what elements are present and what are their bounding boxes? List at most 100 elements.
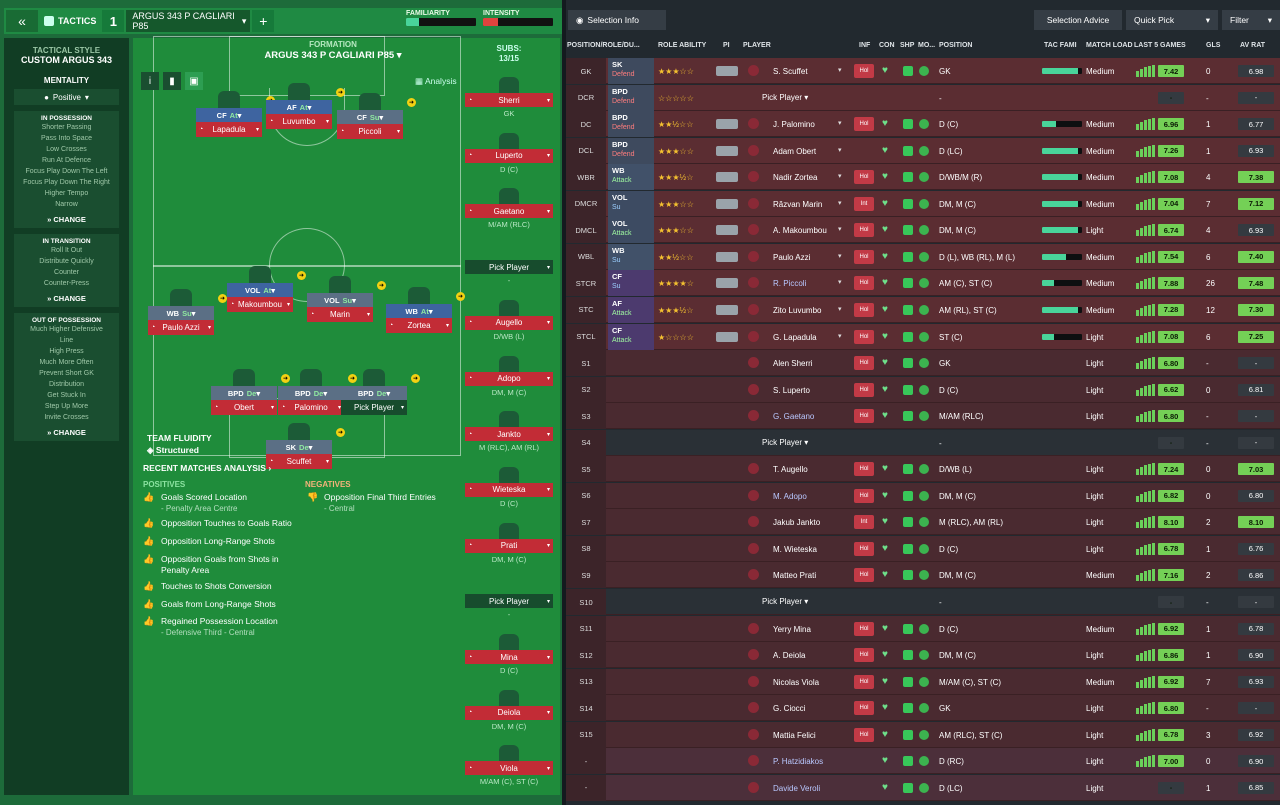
tactic-slot[interactable]: 1 <box>102 10 125 32</box>
player-instructions-icon[interactable] <box>716 331 738 342</box>
player-role[interactable]: BPD De ▾ <box>278 386 344 400</box>
sub-slot[interactable]: ◔ Gaetano ▾ M/AM (RLC) <box>465 188 553 229</box>
sub-slot[interactable]: ◔ Sherri ▾ GK <box>465 77 553 118</box>
player-name[interactable]: Răzvan Marin <box>773 199 823 209</box>
player-name-select[interactable]: ◔ Luvumbo ▾ <box>266 114 332 129</box>
recent-matches-analysis-link[interactable]: RECENT MATCHES ANALYSIS › <box>143 463 272 473</box>
role-select[interactable]: AF Attack <box>608 296 654 323</box>
role-select[interactable]: WB Attack <box>608 164 654 191</box>
player-name[interactable]: P. Hatzidiakos <box>773 757 824 767</box>
column-header[interactable]: CON <box>879 42 895 49</box>
player-name[interactable]: Yerry Mina <box>773 624 811 634</box>
pick-player-select[interactable]: Pick Player ▾ <box>762 93 852 102</box>
player-role[interactable]: CF At ▾ <box>196 108 262 122</box>
player-name-select[interactable]: ◔ Obert ▾ <box>211 400 277 415</box>
player-card[interactable]: AF At ▾ ◔ Luvumbo ▾ ➜ <box>266 83 345 129</box>
sub-name-select[interactable]: ◔ Gaetano ▾ <box>465 204 553 219</box>
sub-name-select[interactable]: ◔ Viola ▾ <box>465 761 553 776</box>
sub-name-select[interactable]: ◔ Deiola ▾ <box>465 705 553 720</box>
column-header[interactable]: SHP <box>900 42 915 49</box>
selection-advice-button[interactable]: Selection Advice <box>1034 10 1122 30</box>
player-name[interactable]: M. Adopo <box>773 491 807 501</box>
player-instructions-icon[interactable] <box>716 66 738 76</box>
player-name[interactable]: Matteo Prati <box>773 571 817 581</box>
player-name-select[interactable]: ◔ Piccoli ▾ <box>337 124 403 139</box>
positive-item[interactable]: Opposition Goals from Shots in Penalty Ar… <box>161 554 279 576</box>
in-possession-change-button[interactable]: » CHANGE <box>47 215 86 224</box>
table-row[interactable]: S12 A. Deiola Hol ♥ DM, M (C) Light 6.86 1 6.90 <box>566 642 1280 669</box>
player-card[interactable]: BPD De ▾ ◔ Obert ▾ ➜ <box>211 369 290 415</box>
table-row[interactable]: WBL WB Su ★★½☆☆ Paulo Azzi ▾ Hol ♥ D (L), WB (RL… <box>566 243 1280 270</box>
sub-name-select[interactable]: ◔ Augello ▾ <box>465 315 553 330</box>
player-name[interactable]: Alen Sherri <box>773 359 813 369</box>
role-select[interactable]: BPD Defend <box>608 111 654 138</box>
column-header[interactable]: MATCH LOAD <box>1086 42 1133 49</box>
table-row[interactable]: - P. Hatzidiakos ♥ D (RC) Light 7.00 0 6.90 <box>566 748 1280 775</box>
column-header[interactable]: LAST 5 GAMES <box>1134 42 1186 49</box>
table-row[interactable]: DCL BPD Defend ★★★☆☆ Adam Obert ▾ ♥ D (LC) Mediu… <box>566 137 1280 164</box>
player-role[interactable]: VOL At ▾ <box>227 283 293 297</box>
player-name[interactable]: R. Piccoli <box>773 279 807 289</box>
player-instructions-icon[interactable] <box>716 251 738 262</box>
positive-item[interactable]: Opposition Touches to Goals Ratio <box>161 518 292 529</box>
player-name-select[interactable]: Pick Player ▾ <box>341 400 407 415</box>
sub-slot[interactable]: ◔ Augello ▾ D/WB (L) <box>465 299 553 341</box>
table-row[interactable]: S6 M. Adopo Hol ♥ DM, M (C) Light 6.82 0 6.80 <box>566 482 1280 509</box>
player-instructions-icon[interactable] <box>716 278 738 289</box>
tactical-style-name[interactable]: CUSTOM ARGUS 343 <box>4 55 129 66</box>
player-instructions-icon[interactable] <box>716 304 738 315</box>
table-row[interactable]: S7 Jakub Jankto Int ♥ M (RLC), AM (RL) Light 8… <box>566 509 1280 536</box>
sub-name-select[interactable]: ◔ Mina ▾ <box>465 650 553 664</box>
player-role[interactable]: BPD De ▾ <box>211 386 277 400</box>
player-name[interactable]: Zito Luvumbo <box>773 305 822 315</box>
player-name[interactable]: Jakub Jankto <box>773 518 821 528</box>
column-header[interactable]: POSITION <box>939 42 973 49</box>
pick-player-select[interactable]: Pick Player ▾ <box>762 597 852 606</box>
player-role[interactable]: SK De ▾ <box>266 440 332 454</box>
player-instructions-icon[interactable] <box>716 145 738 156</box>
table-row[interactable]: STCR CF Su ★★★★☆ R. Piccoli ▾ Hol ♥ AM (C), ST (… <box>566 270 1280 297</box>
role-select[interactable]: VOL Su <box>608 190 654 217</box>
bar-chart-icon[interactable]: ▮ <box>163 72 181 90</box>
table-row[interactable]: S4 Pick Player ▾ - - - - <box>566 429 1280 456</box>
column-header[interactable]: MO... <box>918 42 936 49</box>
player-name[interactable]: G. Gaetano <box>773 412 815 422</box>
sub-slot[interactable]: ◔ Prati ▾ DM, M (C) <box>465 522 553 564</box>
sub-slot[interactable]: Pick Player ▾ - <box>465 260 553 285</box>
role-select[interactable]: SK Defend <box>608 58 654 84</box>
player-name-select[interactable]: ◔ Makoumbou ▾ <box>227 297 293 312</box>
player-instructions-icon[interactable] <box>716 119 738 130</box>
table-row[interactable]: DCR BPD Defend ☆☆☆☆☆ Pick Player ▾ - - - - <box>566 84 1280 111</box>
table-row[interactable]: S14 G. Ciocci Hol ♥ GK Light 6.80 - - <box>566 695 1280 722</box>
table-row[interactable]: STC AF Attack ★★★½☆ Zito Luvumbo ▾ Hol ♥ AM (RL)… <box>566 296 1280 323</box>
sub-name-select[interactable]: ◔ Jankto ▾ <box>465 427 553 442</box>
sub-slot[interactable]: Pick Player ▾ - <box>465 594 553 619</box>
table-row[interactable]: S15 Mattia Felici Hol ♥ AM (RLC), ST (C) Ligh… <box>566 721 1280 748</box>
role-select[interactable]: VOL Attack <box>608 217 654 244</box>
table-row[interactable]: - Davide Veroli ♥ D (LC) Light - 1 6.85 <box>566 774 1280 801</box>
player-name[interactable]: Davide Veroli <box>773 783 821 793</box>
sub-name-select[interactable]: ◔ Luperto ▾ <box>465 148 553 163</box>
positive-item[interactable]: Opposition Long-Range Shots <box>161 536 275 547</box>
player-name-select[interactable]: ◔ Lapadula ▾ <box>196 122 262 137</box>
positive-item[interactable]: Regained Possession Location - Defensive … <box>161 616 278 638</box>
table-row[interactable]: S1 Alen Sherri Hol ♥ GK Light 6.80 - - <box>566 350 1280 377</box>
selection-info-button[interactable]: ◉ Selection Info <box>568 10 666 30</box>
positive-item[interactable]: Goals from Long-Range Shots <box>161 599 276 610</box>
table-row[interactable]: DMCR VOL Su ★★★☆☆ Răzvan Marin ▾ Int ♥ DM, M (C)… <box>566 190 1280 217</box>
player-name[interactable]: G. Ciocci <box>773 704 806 714</box>
player-card[interactable]: WB At ▾ ◔ Zortea ▾ ➜ <box>386 287 465 333</box>
player-role[interactable]: CF Su ▾ <box>337 110 403 124</box>
tactic-name-select[interactable]: ARGUS 343 P CAGLIARI P85 ▾ <box>126 10 251 32</box>
table-row[interactable]: S10 Pick Player ▾ - - - - <box>566 589 1280 615</box>
player-role[interactable]: AF At ▾ <box>266 100 332 114</box>
table-row[interactable]: DMCL VOL Attack ★★★☆☆ A. Makoumbou ▾ Hol ♥ DM, M… <box>566 217 1280 244</box>
role-select[interactable]: CF Su <box>608 270 654 297</box>
sub-name-select[interactable]: ◔ Adopo ▾ <box>465 371 553 386</box>
column-header[interactable]: PI <box>723 42 730 49</box>
column-header[interactable]: GLS <box>1206 42 1221 49</box>
table-row[interactable]: WBR WB Attack ★★★½☆ Nadir Zortea ▾ Hol ♥ D/WB/M … <box>566 164 1280 191</box>
player-name[interactable]: G. Lapadula <box>773 332 817 342</box>
table-row[interactable]: S2 S. Luperto Hol ♥ D (C) Light 6.62 0 6.81 <box>566 376 1280 403</box>
sub-name-select[interactable]: Pick Player ▾ <box>465 260 553 275</box>
